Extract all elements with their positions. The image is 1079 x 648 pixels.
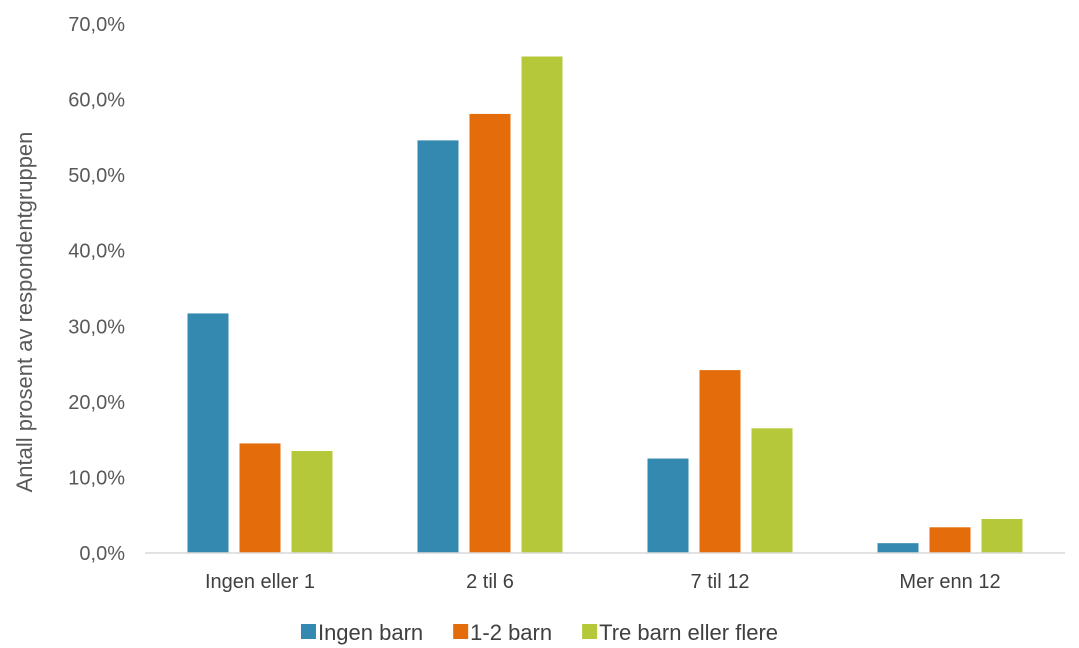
y-tick-label: 40,0% (68, 241, 125, 263)
x-axis: Ingen eller 1 2 til 6 7 til 12 Mer enn 12 (205, 571, 1001, 593)
bar (469, 113, 511, 554)
bar (291, 450, 333, 553)
y-tick-label: 50,0% (68, 165, 125, 187)
bar (877, 543, 919, 553)
x-tick-label: Ingen eller 1 (205, 571, 315, 593)
legend-label: 1-2 barn (470, 620, 552, 645)
y-tick-label: 10,0% (68, 467, 125, 489)
bar (521, 56, 563, 553)
bar (699, 370, 741, 553)
y-axis: 0,0% 10,0% 20,0% 30,0% 40,0% 50,0% 60,0% 70,0% (68, 14, 125, 565)
bar (417, 140, 459, 553)
legend-swatch (300, 624, 316, 639)
legend-label: Tre barn eller flere (599, 620, 778, 645)
legend-swatch (582, 624, 598, 639)
x-tick-label: 7 til 12 (691, 571, 750, 593)
bar (751, 428, 793, 553)
y-tick-label: 60,0% (68, 90, 125, 112)
y-tick-label: 70,0% (68, 14, 125, 36)
bar (929, 527, 971, 553)
y-tick-label: 20,0% (68, 392, 125, 414)
x-tick-label: Mer enn 12 (899, 571, 1000, 593)
y-axis-label: Antall prosent av respondentgruppen (12, 132, 37, 493)
bar (239, 443, 281, 553)
bar (647, 458, 689, 553)
legend-label: Ingen barn (318, 620, 423, 645)
bar (187, 313, 229, 553)
bars (187, 56, 1023, 554)
x-tick-label: 2 til 6 (466, 571, 514, 593)
y-tick-label: 0,0% (79, 543, 125, 565)
bar (981, 518, 1023, 553)
legend: Ingen barn 1-2 barn Tre barn eller flere (300, 620, 778, 645)
y-tick-label: 30,0% (68, 316, 125, 338)
legend-swatch (453, 624, 469, 639)
